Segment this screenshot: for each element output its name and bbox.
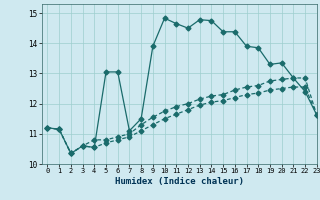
X-axis label: Humidex (Indice chaleur): Humidex (Indice chaleur): [115, 177, 244, 186]
